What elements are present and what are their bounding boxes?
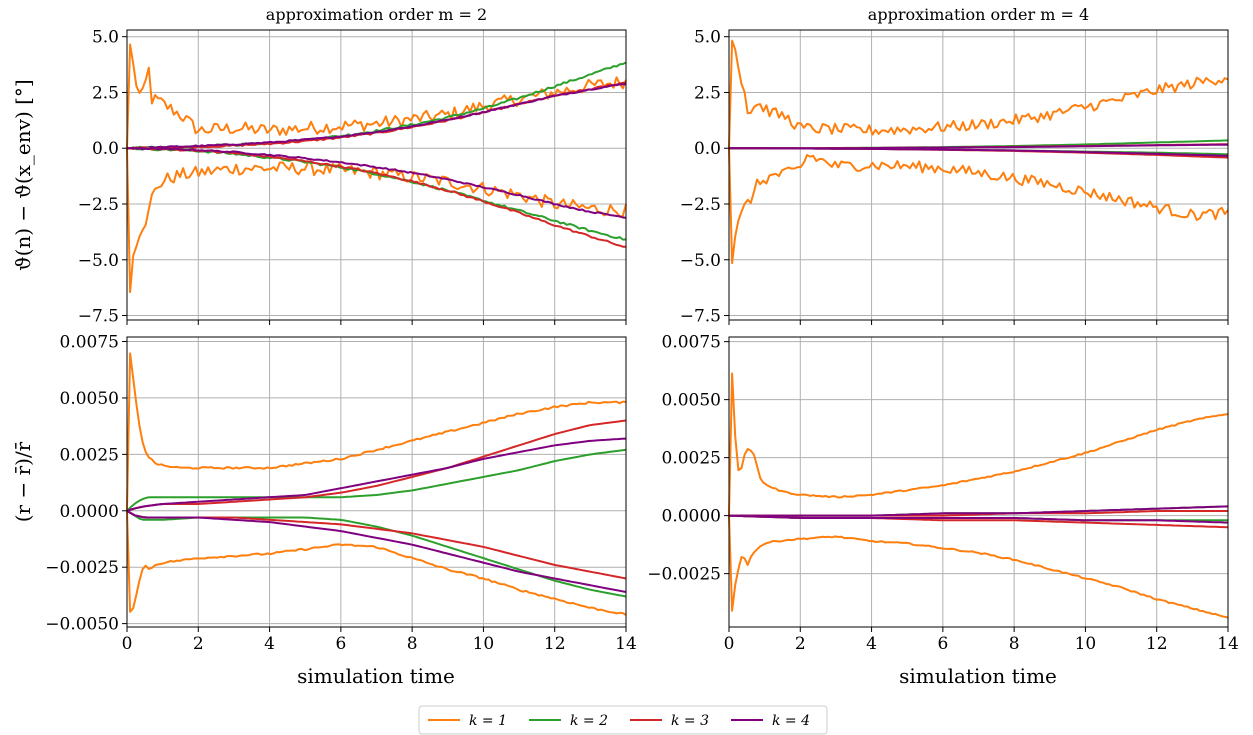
panel-top-left: 5.0 2.5 0.0 −2.5 −5.0 −7.5 approximation order… [11, 5, 627, 327]
x-tick-label: 14 [1217, 634, 1239, 654]
y-tick-label: −0.0025 [45, 558, 119, 578]
series-line [728, 514, 1229, 524]
x-tick-label: 0 [122, 634, 133, 654]
y-axis-title: (r − r̄)/r̄ [11, 441, 35, 522]
series-line [126, 83, 627, 150]
series-line [127, 61, 627, 150]
y-tick-label: 0.0050 [662, 391, 721, 411]
x-tick-label: 12 [544, 634, 566, 654]
y-tick-label: −2.5 [680, 195, 721, 215]
x-tick-label: 10 [1075, 634, 1097, 654]
x-axis-title-right: simulation time [899, 664, 1057, 688]
series-line [126, 148, 627, 294]
x-tick-label: 8 [1009, 634, 1020, 654]
series-line [126, 437, 627, 512]
y-tick-label: 0.0025 [662, 449, 721, 469]
y-tick-label: 5.0 [92, 28, 119, 48]
series-line [126, 448, 627, 512]
x-tick-label: 12 [1146, 634, 1168, 654]
panel-title: approximation order m = 4 [868, 5, 1089, 24]
panel-bottom-right: 0 2 4 6 8 10 12 14 0.0075 0.0050 0.0025 0.0000 −0.00… [647, 333, 1239, 654]
x-tick-label: 0 [724, 634, 735, 654]
y-tick-label: 0.0 [92, 139, 119, 159]
x-tick-label: 4 [264, 634, 275, 654]
series-line [729, 147, 1229, 157]
x-tick-label: 14 [615, 634, 637, 654]
panel-top-right: 5.0 2.5 0.0 −2.5 −5.0 −7.5 approximation order… [680, 5, 1229, 327]
y-tick-label: 2.5 [694, 83, 721, 103]
x-tick-label: 6 [937, 634, 948, 654]
y-axis-title: ϑ(n) − ϑ(x_env) [°] [11, 79, 35, 270]
y-tick-label: −5.0 [680, 251, 721, 271]
plot-frame [728, 29, 1229, 321]
series-line [126, 509, 627, 580]
y-tick-label: −7.5 [680, 307, 721, 327]
series-line [728, 372, 1229, 516]
x-tick-label: 8 [407, 634, 418, 654]
plot-frame [126, 29, 627, 321]
y-tick-label: −5.0 [78, 251, 119, 271]
legend-label-k2: k = 2 [570, 713, 608, 729]
plot-frame [126, 336, 627, 628]
y-tick-label: 0.0075 [60, 333, 119, 353]
y-tick-label: 0.0075 [662, 333, 721, 353]
series-line [126, 509, 627, 593]
series-line [729, 505, 1229, 517]
y-tick-label: −7.5 [78, 307, 119, 327]
x-tick-label: 2 [193, 634, 204, 654]
legend-label-k4: k = 4 [772, 713, 810, 729]
y-tick-label: 0.0000 [662, 507, 721, 527]
y-tick-label: 0.0 [694, 139, 721, 159]
y-tick-label: 2.5 [92, 83, 119, 103]
x-tick-label: 6 [335, 634, 346, 654]
legend: k = 1 k = 2 k = 3 k = 4 [418, 705, 828, 735]
series-line [728, 515, 1229, 619]
y-tick-label: −2.5 [78, 195, 119, 215]
series-line [126, 146, 627, 241]
legend-label-k1: k = 1 [469, 713, 507, 729]
plot-frame [728, 336, 1229, 628]
series-line [126, 419, 627, 512]
x-tick-label: 10 [473, 634, 495, 654]
legend-frame [418, 705, 828, 735]
series-line [728, 148, 1229, 265]
y-tick-label: −0.0025 [647, 565, 721, 585]
y-tick-label: 5.0 [694, 28, 721, 48]
series-line [728, 39, 1229, 149]
legend-label-k3: k = 3 [671, 713, 709, 729]
x-tick-label: 4 [866, 634, 877, 654]
series-line [126, 352, 627, 511]
panel-title: approximation order m = 2 [266, 5, 487, 24]
y-tick-label: 0.0000 [60, 502, 119, 522]
y-tick-label: 0.0025 [60, 445, 119, 465]
series-line [126, 147, 626, 248]
series-line [126, 147, 627, 219]
x-axis-title-left: simulation time [297, 664, 455, 688]
y-tick-label: 0.0050 [60, 389, 119, 409]
panel-bottom-left: 0 2 4 6 8 10 12 14 0.0075 0.0050 0.0025 0.0000 −0.00… [11, 333, 637, 654]
series-line [126, 510, 627, 616]
y-tick-label: −0.0050 [45, 615, 119, 635]
x-tick-label: 2 [795, 634, 806, 654]
series-line [126, 509, 627, 598]
